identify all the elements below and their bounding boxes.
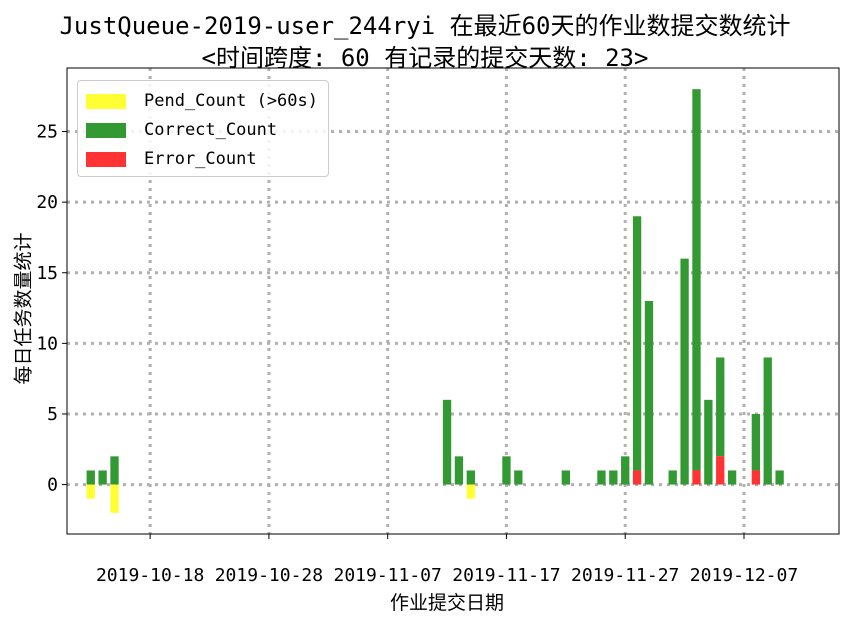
- bar-correct: [502, 456, 511, 485]
- bar-correct: [110, 456, 119, 485]
- chart-title-line1: JustQueue-2019-user_244ryi 在最近60天的作业数提交数…: [59, 12, 791, 40]
- bar-correct: [644, 301, 654, 485]
- legend-item-pend: Pend_Count (>60s): [86, 91, 318, 111]
- bar-correct: [621, 456, 630, 485]
- y-axis-label: 每日任务数量统计: [12, 232, 35, 385]
- grid-layer: [67, 68, 839, 534]
- x-axis-label: 作业提交日期: [390, 592, 505, 614]
- bar-correct: [668, 470, 677, 485]
- bar-correct: [597, 470, 606, 485]
- x-tick-label: 2019-10-18: [96, 565, 204, 586]
- bar-pend: [466, 484, 475, 499]
- bar-correct: [763, 357, 772, 485]
- bar-correct: [466, 470, 475, 485]
- x-tick-label: 2019-11-17: [452, 565, 560, 586]
- bar-error: [716, 456, 725, 485]
- bar-correct: [751, 413, 761, 471]
- bar-error: [632, 470, 642, 485]
- chart-title-line2: <时间跨度: 60 有记录的提交天数: 23>: [201, 44, 649, 72]
- bar-correct: [454, 456, 464, 485]
- bar-correct: [86, 470, 95, 485]
- bar-correct: [609, 470, 618, 485]
- y-tick-label: 15: [36, 263, 58, 284]
- bar-correct: [514, 470, 523, 485]
- x-tick-label: 2019-12-07: [690, 565, 798, 586]
- bar-correct: [704, 399, 713, 485]
- legend-item-error: Error_Count: [86, 149, 257, 169]
- bar-correct: [561, 470, 570, 485]
- y-tick-label: 0: [47, 475, 58, 496]
- bar-correct: [632, 216, 642, 471]
- bar-pend: [86, 484, 95, 499]
- legend-swatch-pend: [86, 93, 126, 109]
- bar-correct: [775, 470, 784, 485]
- legend-item-correct: Correct_Count: [86, 120, 277, 140]
- legend-label-error: Error_Count: [144, 149, 257, 169]
- bar-correct: [442, 399, 452, 485]
- legend-swatch-error: [86, 151, 126, 167]
- bar-layer: [86, 89, 784, 513]
- bar-correct: [692, 89, 701, 471]
- legend-swatch-correct: [86, 122, 126, 138]
- bar-correct: [98, 470, 107, 485]
- y-tick-label: 20: [36, 192, 58, 213]
- bar-correct: [680, 258, 689, 485]
- legend-label-correct: Correct_Count: [144, 120, 278, 140]
- bar-correct: [716, 357, 725, 457]
- legend: Pend_Count (>60s) Correct_Count Error_Co…: [77, 80, 329, 177]
- tick-layer: 0 5 10 15 20 25 2019-10-18 2019-10-28 2019-11-07…: [36, 122, 798, 586]
- x-tick-label: 2019-11-07: [333, 565, 441, 586]
- bar-correct: [727, 470, 737, 485]
- y-tick-label: 5: [47, 404, 58, 425]
- x-tick-label: 2019-10-28: [215, 565, 323, 586]
- legend-label-pend: Pend_Count (>60s): [144, 91, 318, 111]
- bar-error: [692, 470, 701, 485]
- bar-pend: [110, 484, 119, 513]
- x-tick-label: 2019-11-27: [571, 565, 679, 586]
- y-tick-label: 10: [36, 333, 58, 354]
- y-tick-label: 25: [36, 122, 58, 143]
- plot-frame: [66, 67, 840, 535]
- bar-error: [751, 470, 761, 485]
